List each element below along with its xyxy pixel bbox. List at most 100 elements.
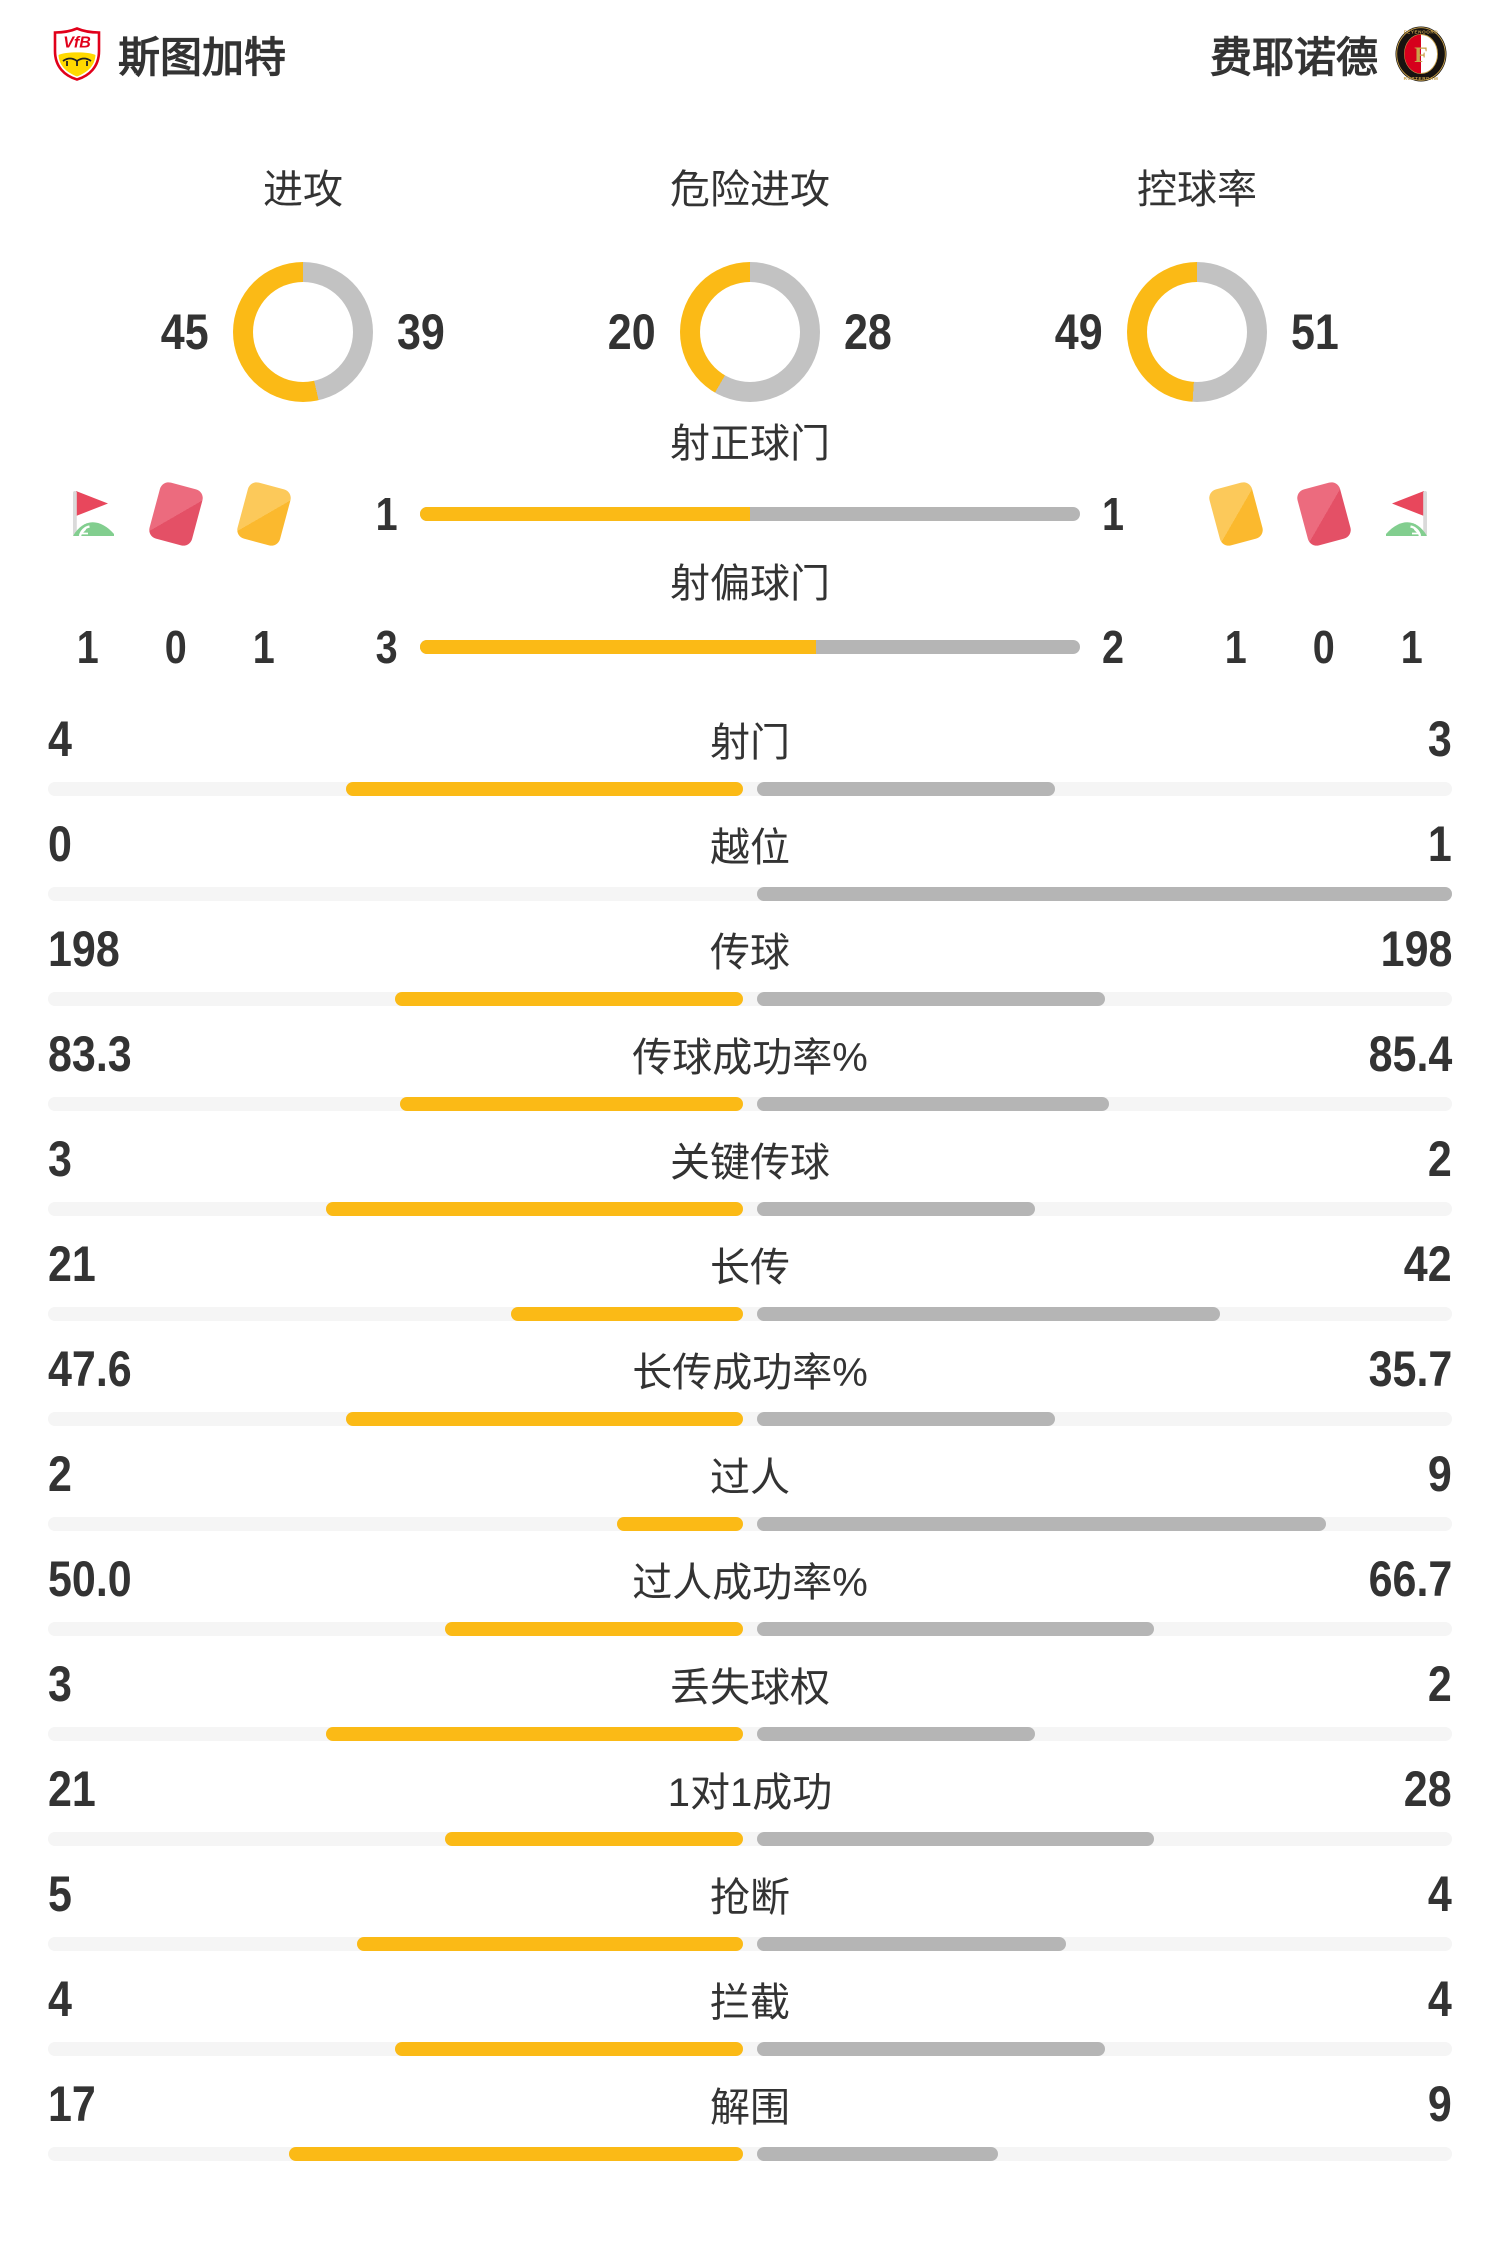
stat-row: 83.3 传球成功率% 85.4 <box>48 1021 1452 1126</box>
bar-track <box>48 1832 1452 1846</box>
bar-segment-home <box>400 1097 743 1111</box>
home-yellow-card-icon <box>220 480 308 548</box>
away-team-logo: FEYENOORD ROTTERDAM F <box>1395 26 1447 82</box>
donut-away-number: 28 <box>844 304 892 360</box>
stat-bar <box>48 1192 1452 1231</box>
donut-home-value: 45 <box>121 303 209 361</box>
stat-away-value: 2 <box>1424 1655 1452 1713</box>
stat-home-number: 21 <box>48 1236 96 1292</box>
shots-off-target-row: 1 0 1 3 2 1 0 1 <box>0 608 1500 686</box>
donut-label: 进攻 <box>263 168 343 212</box>
stat-row: 21 长传 42 <box>48 1231 1452 1336</box>
stat-bar <box>48 1612 1452 1651</box>
stat-away-value: 85.4 <box>1355 1025 1452 1083</box>
stat-away-value: 4 <box>1424 1970 1452 2028</box>
stat-away-number: 35.7 <box>1368 1341 1452 1397</box>
stat-away-number: 1 <box>1428 816 1452 872</box>
shots-on-target-away-value: 1 <box>1102 488 1125 540</box>
stat-row-header: 47.6 长传成功率% 35.7 <box>48 1336 1452 1402</box>
stat-away-value: 9 <box>1424 2075 1452 2133</box>
stat-home-value: 3 <box>48 1130 76 1188</box>
bar-track <box>48 1202 1452 1216</box>
stat-label: 越位 <box>710 826 790 870</box>
stat-row: 2 过人 9 <box>48 1441 1452 1546</box>
bar-segment-home <box>511 1307 743 1321</box>
stat-row-header: 3 关键传球 2 <box>48 1126 1452 1192</box>
bar-segment-away <box>757 1202 1035 1216</box>
stats-list: 4 射门 3 0 越位 1 198 传球 198 83.3 传球成功率% 85.4 3 关键传球 2 21 长传… <box>0 706 1500 2176</box>
stat-home-number: 2 <box>48 1446 72 1502</box>
stat-home-number: 50.0 <box>48 1551 132 1607</box>
donut-chart <box>233 262 373 402</box>
stat-home-number: 3 <box>48 1131 72 1187</box>
donut-label: 控球率 <box>1137 168 1257 212</box>
stat-row: 198 传球 198 <box>48 916 1452 1021</box>
bar-segment-home <box>420 640 816 654</box>
bar-track <box>48 1622 1452 1636</box>
stat-row-header: 4 射门 3 <box>48 706 1452 772</box>
home-logo-text: VfB <box>63 35 91 52</box>
away-logo-center-text: F <box>1414 42 1427 67</box>
stat-home-value: 4 <box>48 1970 76 2028</box>
stat-row: 17 解围 9 <box>48 2071 1452 2176</box>
donut-away-number: 39 <box>397 304 445 360</box>
stat-bar <box>48 772 1452 811</box>
away-red-card-icon <box>1280 480 1368 548</box>
donut-values-row: 20 28 <box>560 262 940 402</box>
home-yellow-card-count: 1 <box>252 621 276 673</box>
bar-segment-away <box>757 1832 1154 1846</box>
stat-label: 抢断 <box>710 1876 790 1920</box>
bar-track <box>48 992 1452 1006</box>
stat-label: 射门 <box>710 721 790 765</box>
bar-segment-home <box>289 2147 743 2161</box>
stat-home-number: 0 <box>48 816 72 872</box>
stat-home-value: 5 <box>48 1865 76 1923</box>
away-corner-flag-count: 1 <box>1400 621 1424 673</box>
bar-segment-home <box>346 782 743 796</box>
bar-segment-home <box>326 1727 743 1741</box>
stat-away-value: 1 <box>1424 815 1452 873</box>
stat-row: 3 关键传球 2 <box>48 1126 1452 1231</box>
donut-away-value: 28 <box>844 303 932 361</box>
home-team[interactable]: VfB 斯图加特 <box>52 24 286 85</box>
stat-away-value: 2 <box>1424 1130 1452 1188</box>
stat-row-header: 0 越位 1 <box>48 811 1452 877</box>
donut-group: 危险进攻 20 28 <box>560 166 940 402</box>
stat-label: 1对1成功 <box>667 1771 833 1815</box>
bar-segment-away <box>757 1727 1035 1741</box>
stat-row-header: 2 过人 9 <box>48 1441 1452 1507</box>
stat-row-header: 83.3 传球成功率% 85.4 <box>48 1021 1452 1087</box>
donut-values-row: 49 51 <box>1007 262 1387 402</box>
stat-away-value: 35.7 <box>1355 1340 1452 1398</box>
stat-home-value: 3 <box>48 1655 76 1713</box>
shots-off-target-bar <box>420 640 1080 654</box>
stat-away-number: 4 <box>1428 1971 1452 2027</box>
stat-home-number: 83.3 <box>48 1026 132 1082</box>
bar-segment-home <box>357 1937 743 1951</box>
stat-bar <box>48 1717 1452 1756</box>
away-team[interactable]: 费耶诺德 FEYENOORD ROTTERDAM F <box>1210 24 1448 85</box>
stat-label: 传球成功率% <box>632 1036 868 1080</box>
bar-segment-home <box>395 992 743 1006</box>
away-red-card-count: 0 <box>1312 621 1336 673</box>
stat-row-header: 50.0 过人成功率% 66.7 <box>48 1546 1452 1612</box>
stat-away-number: 9 <box>1428 2076 1452 2132</box>
bar-track <box>48 1412 1452 1426</box>
bar-segment-home <box>395 2042 743 2056</box>
donut-home-value: 49 <box>1015 303 1103 361</box>
bar-segment-away <box>757 2042 1105 2056</box>
stat-bar <box>48 2032 1452 2071</box>
shots-discipline-section: 射正球门 1 1 <box>0 420 1500 686</box>
stat-row-header: 5 抢断 4 <box>48 1861 1452 1927</box>
stat-away-number: 66.7 <box>1368 1551 1452 1607</box>
stat-away-number: 28 <box>1404 1761 1452 1817</box>
donut-home-number: 20 <box>608 304 656 360</box>
stat-bar <box>48 877 1452 916</box>
donut-away-value: 51 <box>1291 303 1379 361</box>
donut-chart <box>1127 262 1267 402</box>
stat-home-value: 21 <box>48 1235 104 1293</box>
stat-away-number: 42 <box>1404 1236 1452 1292</box>
donut-group: 控球率 49 51 <box>1007 166 1387 402</box>
stat-row: 21 1对1成功 28 <box>48 1756 1452 1861</box>
bar-segment-away <box>757 887 1452 901</box>
